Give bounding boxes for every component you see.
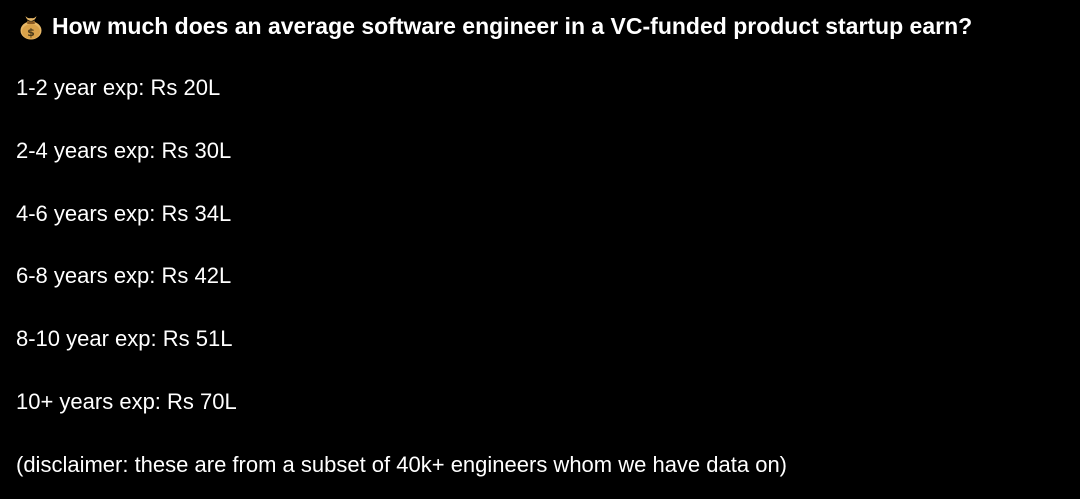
salary-line-4-6-years: 4-6 years exp: Rs 34L [16, 201, 232, 226]
salary-line-1-2-years: 1-2 year exp: Rs 20L [16, 75, 221, 100]
salary-line-8-10-years: 8-10 year exp: Rs 51L [16, 326, 233, 351]
svg-text:$: $ [27, 26, 35, 39]
headline-text: How much does an average software engine… [52, 12, 973, 39]
salary-line-10-plus-years: 10+ years exp: Rs 70L [16, 389, 237, 414]
headline: $ How much does an average software engi… [16, 10, 972, 42]
salary-line-2-4-years: 2-4 years exp: Rs 30L [16, 138, 232, 163]
money-bag-icon: $ [16, 11, 46, 41]
salary-line-6-8-years: 6-8 years exp: Rs 42L [16, 263, 232, 288]
disclaimer: (disclaimer: these are from a subset of … [16, 452, 788, 477]
